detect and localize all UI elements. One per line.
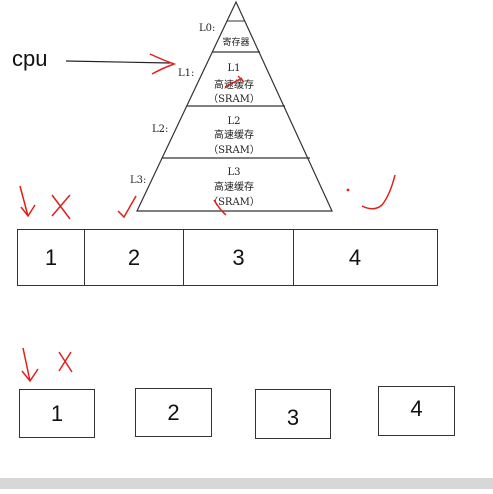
memory-block-4: 4 xyxy=(378,386,455,436)
dot-mark xyxy=(346,188,350,192)
segment-2: 2 xyxy=(127,244,141,270)
memory-block-1: 1 xyxy=(19,389,95,438)
l2-desc: 高速缓存 xyxy=(214,128,254,141)
level-label-l0: L0: xyxy=(199,23,215,34)
l3-name: L3 xyxy=(227,167,240,178)
l3-tech: （SRAM） xyxy=(208,196,260,208)
memory-row-contiguous: 1 2 3 4 xyxy=(17,229,438,286)
segment-divider xyxy=(183,230,184,285)
l1-desc: 高速缓存 xyxy=(214,78,254,91)
x-mark-icon xyxy=(51,194,71,220)
bottom-scrollbar xyxy=(0,478,493,489)
l2-tech: （SRAM） xyxy=(208,144,260,156)
l0-desc: 寄存器 xyxy=(222,36,249,48)
x-mark-icon xyxy=(58,351,73,373)
memory-block-3: 3 xyxy=(255,389,331,439)
cpu-label: cpu xyxy=(12,46,48,71)
memory-block-2: 2 xyxy=(135,388,212,437)
check-mark-icon xyxy=(117,195,137,219)
level-label-l3: L3: xyxy=(130,175,146,186)
cpu-arrow-head xyxy=(149,53,177,75)
l1-name: L1 xyxy=(227,63,240,74)
segment-divider xyxy=(293,230,294,285)
down-arrow-icon xyxy=(19,185,36,218)
tick-mark-icon xyxy=(213,199,227,216)
l2-name: L2 xyxy=(227,116,240,127)
l1-tech: （SRAM） xyxy=(208,93,260,105)
segment-4: 4 xyxy=(348,244,362,270)
segment-3: 3 xyxy=(232,244,245,270)
level-label-l2: L2: xyxy=(152,124,168,135)
cpu-arrow-line xyxy=(65,60,171,64)
l3-desc: 高速缓存 xyxy=(214,180,254,193)
check-mark-icon xyxy=(361,174,396,210)
down-arrow-icon xyxy=(21,347,39,383)
segment-divider xyxy=(84,230,85,285)
pencil-mark-icon xyxy=(224,75,245,88)
segment-1: 1 xyxy=(44,244,58,270)
level-label-l1: L1: xyxy=(178,68,194,79)
